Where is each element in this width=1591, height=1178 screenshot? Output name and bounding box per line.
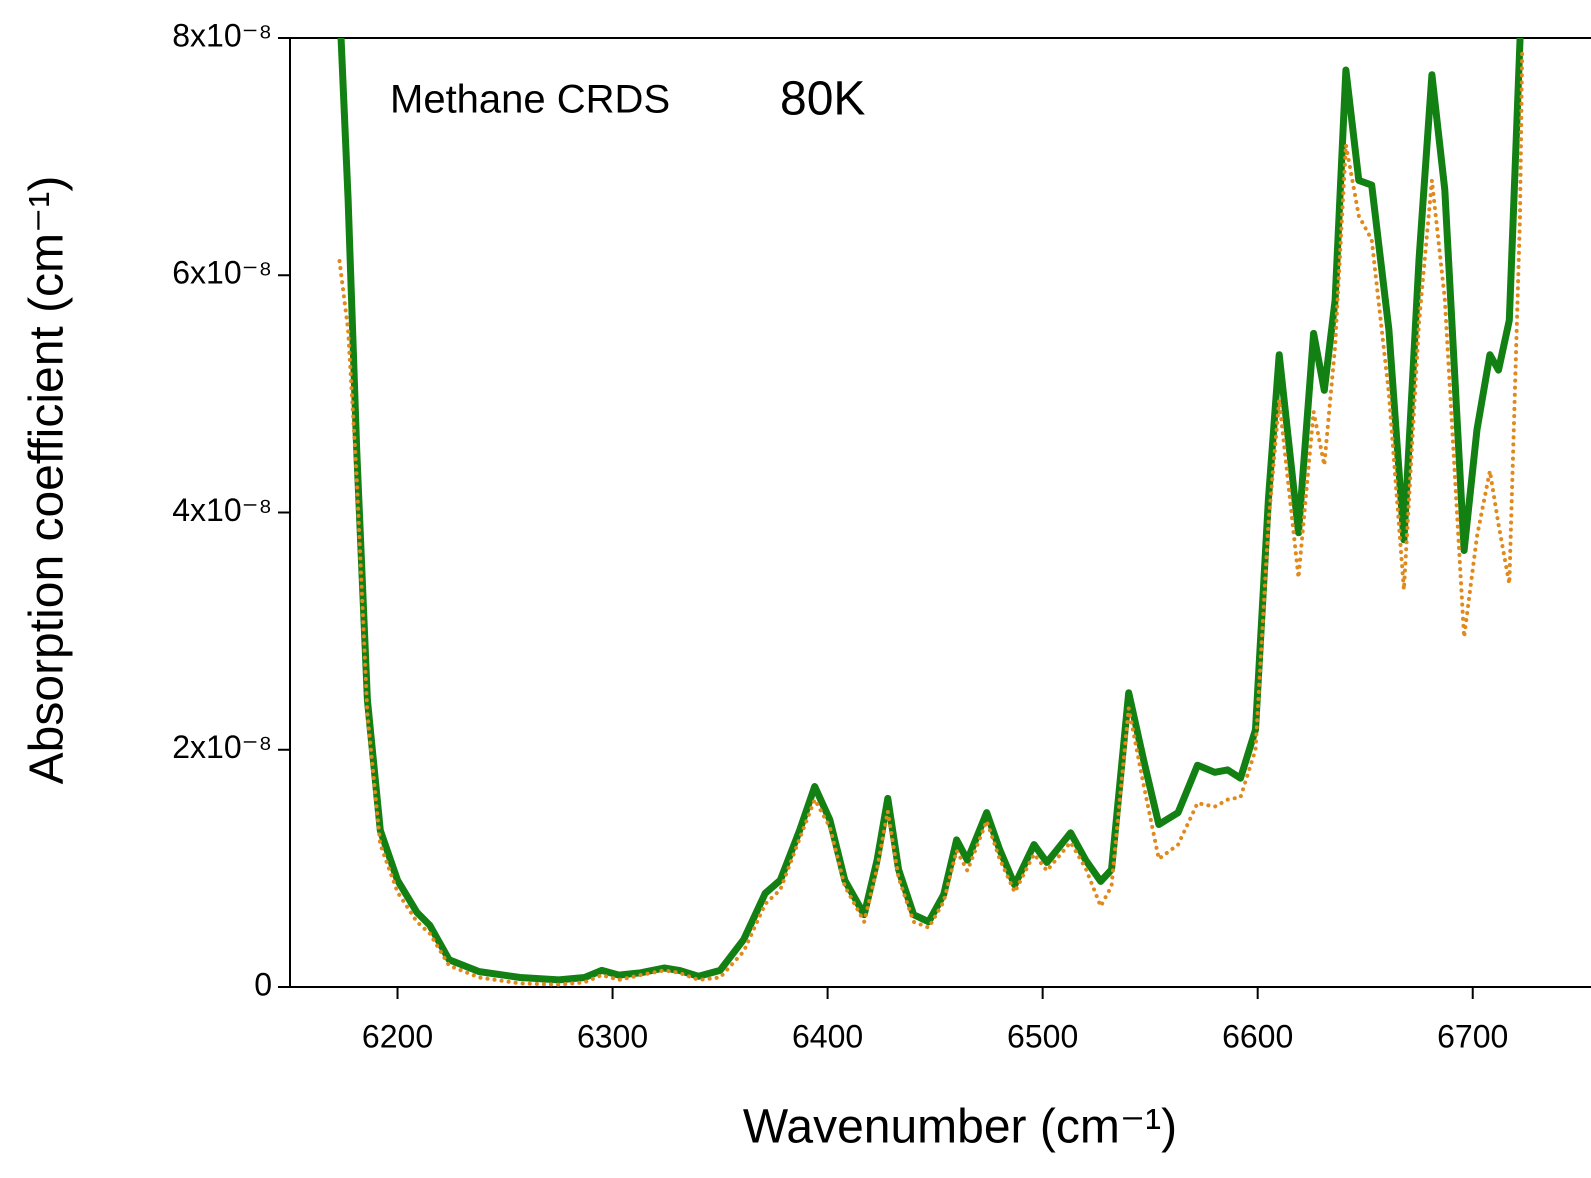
x-tick-label: 6300 — [577, 1018, 648, 1054]
x-tick-label: 6600 — [1222, 1018, 1293, 1054]
y-tick-label: 2x10⁻⁸ — [172, 729, 272, 765]
y-tick-label: 8x10⁻⁸ — [172, 17, 272, 53]
x-axis-label: Wavenumber (cm⁻¹) — [743, 1101, 1177, 1154]
x-tick-label: 6200 — [362, 1018, 433, 1054]
x-tick-label: 6500 — [1007, 1018, 1078, 1054]
data-line — [337, 38, 1524, 984]
y-tick-label: 0 — [254, 966, 272, 1002]
annotation: Methane CRDS — [390, 78, 670, 122]
x-tick-label: 6700 — [1437, 1018, 1508, 1054]
y-axis-label: Absorption coefficient (cm⁻¹) — [21, 176, 74, 785]
y-tick-label: 4x10⁻⁸ — [172, 492, 272, 528]
annotation: 80K — [780, 73, 865, 126]
plot-area — [337, 38, 1525, 987]
x-tick-label: 6400 — [792, 1018, 863, 1054]
y-tick-label: 6x10⁻⁸ — [172, 255, 272, 291]
data-line — [337, 47, 1525, 987]
